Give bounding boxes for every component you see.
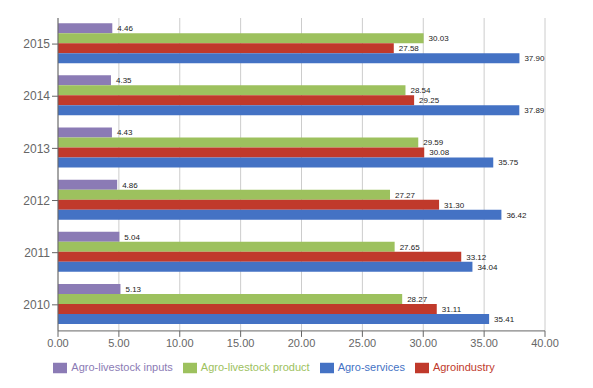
svg-text:2011: 2011 [24, 246, 50, 260]
svg-text:5.04: 5.04 [124, 233, 140, 242]
svg-text:2014: 2014 [23, 89, 50, 103]
svg-text:30.00: 30.00 [409, 337, 437, 349]
svg-text:25.00: 25.00 [349, 337, 377, 349]
svg-text:31.30: 31.30 [444, 201, 465, 210]
svg-text:15.00: 15.00 [227, 337, 255, 349]
html-text:Agro-services: Agro-services [337, 360, 405, 373]
svg-text:27.65: 27.65 [400, 243, 421, 252]
svg-text:2012: 2012 [23, 194, 50, 208]
svg-text:35.75: 35.75 [498, 158, 519, 167]
html-text:Agro-livestock inputs: Agro-livestock inputs [71, 360, 173, 373]
svg-text:36.42: 36.42 [506, 211, 527, 220]
svg-text:2015: 2015 [23, 37, 50, 51]
svg-text:4.43: 4.43 [117, 128, 133, 137]
svg-text:28.54: 28.54 [410, 86, 431, 95]
svg-text:27.27: 27.27 [395, 191, 416, 200]
html-text:Agro-livestock product: Agro-livestock product [200, 360, 310, 373]
svg-text:29.59: 29.59 [423, 138, 444, 147]
svg-text:28.27: 28.27 [407, 295, 428, 304]
svg-text:4.35: 4.35 [116, 76, 132, 85]
svg-text:0.00: 0.00 [47, 337, 68, 349]
svg-text:35.00: 35.00 [470, 337, 498, 349]
svg-text:5.00: 5.00 [108, 337, 129, 349]
svg-text:10.00: 10.00 [166, 337, 194, 349]
svg-text:33.12: 33.12 [466, 253, 487, 262]
svg-text:29.25: 29.25 [419, 96, 440, 105]
svg-text:34.04: 34.04 [477, 263, 498, 272]
svg-text:4.86: 4.86 [122, 181, 138, 190]
svg-text:5.13: 5.13 [125, 285, 141, 294]
svg-text:2010: 2010 [23, 298, 50, 312]
svg-text:30.08: 30.08 [429, 148, 450, 157]
svg-text:37.89: 37.89 [524, 106, 545, 115]
svg-text:20.00: 20.00 [288, 337, 316, 349]
svg-text:2013: 2013 [23, 142, 50, 156]
svg-text:40.00: 40.00 [531, 337, 559, 349]
svg-text:31.11: 31.11 [442, 305, 462, 314]
html-text:Agroindustry: Agroindustry [432, 360, 495, 373]
svg-text:37.90: 37.90 [524, 54, 545, 63]
svg-text:27.58: 27.58 [399, 44, 420, 53]
svg-text:4.46: 4.46 [117, 24, 133, 33]
svg-text:35.41: 35.41 [494, 315, 515, 324]
svg-text:30.03: 30.03 [429, 34, 450, 43]
